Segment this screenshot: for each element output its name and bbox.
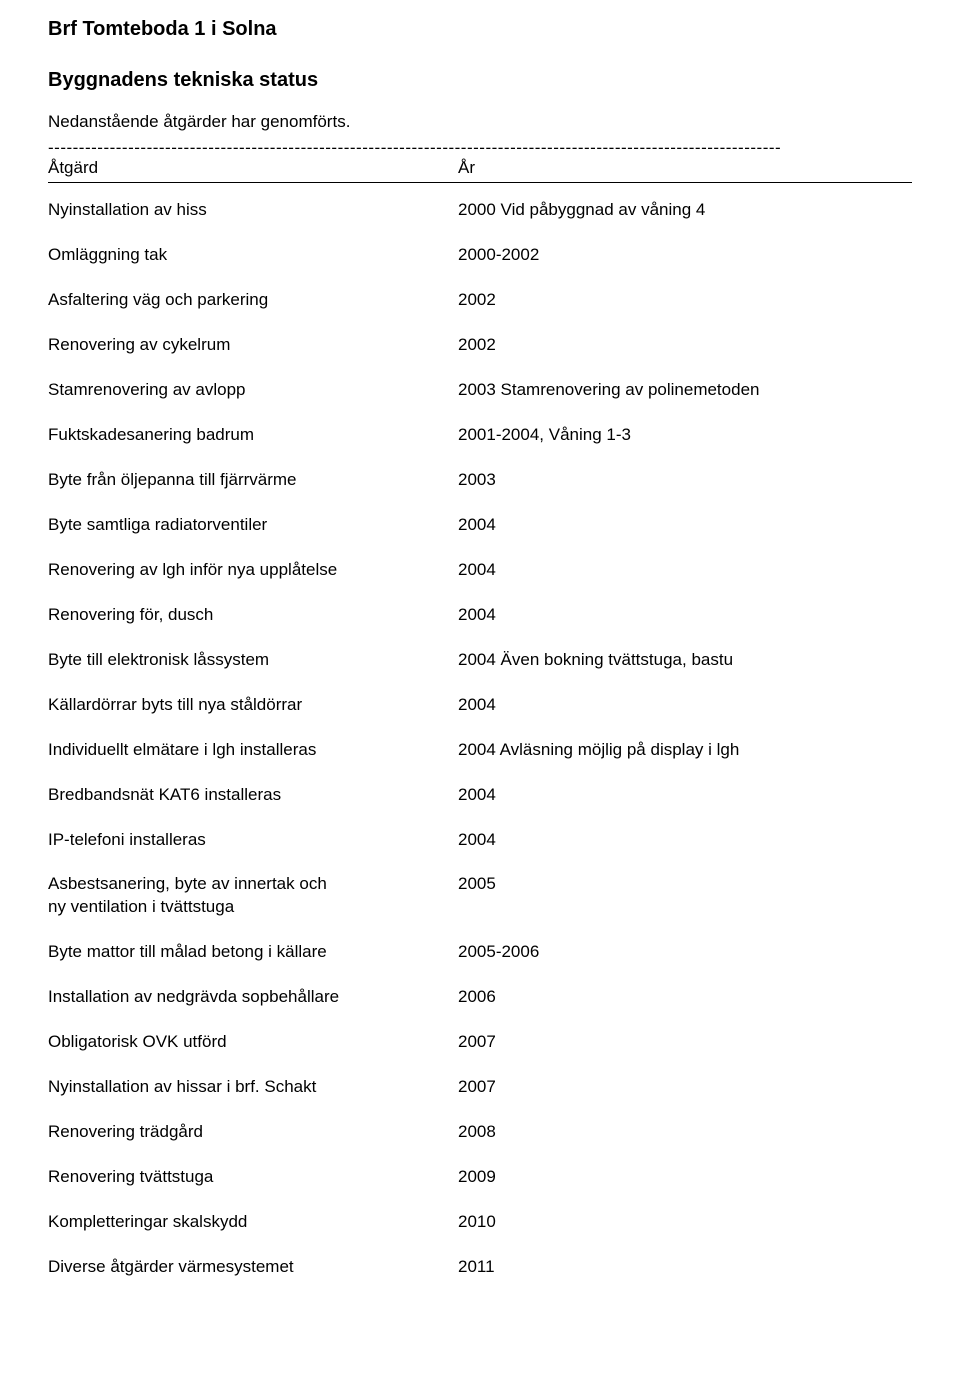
table-row: Installation av nedgrävda sopbehållare20…	[48, 986, 912, 1009]
table-row: Bredbandsnät KAT6 installeras2004	[48, 784, 912, 807]
table-row: Asbestsanering, byte av innertak och ny …	[48, 873, 912, 919]
action-cell: Byte från öljepanna till fjärrvärme	[48, 469, 458, 492]
year-cell: 2011	[458, 1256, 912, 1279]
table-row: Byte från öljepanna till fjärrvärme2003	[48, 469, 912, 492]
action-cell: Obligatorisk OVK utförd	[48, 1031, 458, 1054]
table-row: Renovering av lgh inför nya upplåtelse20…	[48, 559, 912, 582]
year-cell: 2004	[458, 514, 912, 537]
section-title: Byggnadens tekniska status	[48, 69, 912, 92]
action-cell: Asfaltering väg och parkering	[48, 289, 458, 312]
action-cell: Diverse åtgärder värmesystemet	[48, 1256, 458, 1279]
table-row: Fuktskadesanering badrum2001-2004, Vånin…	[48, 424, 912, 447]
year-cell: 2004 Avläsning möjlig på display i lgh	[458, 739, 912, 762]
action-cell: Nyinstallation av hiss	[48, 199, 458, 222]
action-cell: Omläggning tak	[48, 244, 458, 267]
year-cell: 2005-2006	[458, 941, 912, 964]
year-cell: 2008	[458, 1121, 912, 1144]
year-cell: 2002	[458, 334, 912, 357]
action-cell: Asbestsanering, byte av innertak och ny …	[48, 873, 458, 919]
action-cell: Byte till elektronisk låssystem	[48, 649, 458, 672]
table-row: Byte mattor till målad betong i källare2…	[48, 941, 912, 964]
year-cell: 2000 Vid påbyggnad av våning 4	[458, 199, 912, 222]
table-row: Byte till elektronisk låssystem2004 Även…	[48, 649, 912, 672]
table-row: Renovering trädgård2008	[48, 1121, 912, 1144]
table-row: Renovering tvättstuga2009	[48, 1166, 912, 1189]
table-row: Källardörrar byts till nya ståldörrar200…	[48, 694, 912, 717]
year-cell: 2004	[458, 829, 912, 852]
table-row: IP-telefoni installeras2004	[48, 829, 912, 852]
table-row: Obligatorisk OVK utförd2007	[48, 1031, 912, 1054]
action-cell: Byte samtliga radiatorventiler	[48, 514, 458, 537]
action-cell: Renovering av cykelrum	[48, 334, 458, 357]
action-cell: Källardörrar byts till nya ståldörrar	[48, 694, 458, 717]
year-cell: 2004	[458, 604, 912, 627]
year-cell: 2007	[458, 1076, 912, 1099]
year-cell: 2004 Även bokning tvättstuga, bastu	[458, 649, 912, 672]
table-row: Nyinstallation av hissar i brf. Schakt20…	[48, 1076, 912, 1099]
year-cell: 2001-2004, Våning 1-3	[458, 424, 912, 447]
header-year: År	[458, 158, 912, 178]
table-header-row: Åtgärd År	[48, 158, 912, 183]
action-cell: Renovering för, dusch	[48, 604, 458, 627]
table-row: Individuellt elmätare i lgh installeras2…	[48, 739, 912, 762]
action-cell: IP-telefoni installeras	[48, 829, 458, 852]
action-cell: Fuktskadesanering badrum	[48, 424, 458, 447]
year-cell: 2003	[458, 469, 912, 492]
action-cell: Renovering trädgård	[48, 1121, 458, 1144]
table-row: Renovering av cykelrum2002	[48, 334, 912, 357]
action-cell: Renovering av lgh inför nya upplåtelse	[48, 559, 458, 582]
table-row: Renovering för, dusch2004	[48, 604, 912, 627]
org-title: Brf Tomteboda 1 i Solna	[48, 18, 912, 41]
year-cell: 2006	[458, 986, 912, 1009]
action-cell: Individuellt elmätare i lgh installeras	[48, 739, 458, 762]
year-cell: 2009	[458, 1166, 912, 1189]
year-cell: 2005	[458, 873, 912, 896]
year-cell: 2000-2002	[458, 244, 912, 267]
intro-text: Nedanstående åtgärder har genomförts.	[48, 112, 912, 132]
separator-dashes: ----------------------------------------…	[48, 138, 912, 158]
action-cell: Nyinstallation av hissar i brf. Schakt	[48, 1076, 458, 1099]
document-page: Brf Tomteboda 1 i Solna Byggnadens tekni…	[0, 0, 960, 1388]
table-row: Kompletteringar skalskydd2010	[48, 1211, 912, 1234]
year-cell: 2002	[458, 289, 912, 312]
table-row: Nyinstallation av hiss2000 Vid påbyggnad…	[48, 199, 912, 222]
table-row: Omläggning tak2000-2002	[48, 244, 912, 267]
table-row: Byte samtliga radiatorventiler2004	[48, 514, 912, 537]
table-row: Diverse åtgärder värmesystemet2011	[48, 1256, 912, 1279]
year-cell: 2004	[458, 784, 912, 807]
table-row: Asfaltering väg och parkering2002	[48, 289, 912, 312]
year-cell: 2007	[458, 1031, 912, 1054]
header-action: Åtgärd	[48, 158, 458, 178]
year-cell: 2004	[458, 694, 912, 717]
action-cell: Installation av nedgrävda sopbehållare	[48, 986, 458, 1009]
table-row: Stamrenovering av avlopp2003 Stamrenover…	[48, 379, 912, 402]
action-cell: Byte mattor till målad betong i källare	[48, 941, 458, 964]
year-cell: 2004	[458, 559, 912, 582]
action-cell: Renovering tvättstuga	[48, 1166, 458, 1189]
action-cell: Kompletteringar skalskydd	[48, 1211, 458, 1234]
year-cell: 2003 Stamrenovering av polinemetoden	[458, 379, 912, 402]
table-body: Nyinstallation av hiss2000 Vid påbyggnad…	[48, 199, 912, 1278]
year-cell: 2010	[458, 1211, 912, 1234]
action-cell: Bredbandsnät KAT6 installeras	[48, 784, 458, 807]
action-cell: Stamrenovering av avlopp	[48, 379, 458, 402]
